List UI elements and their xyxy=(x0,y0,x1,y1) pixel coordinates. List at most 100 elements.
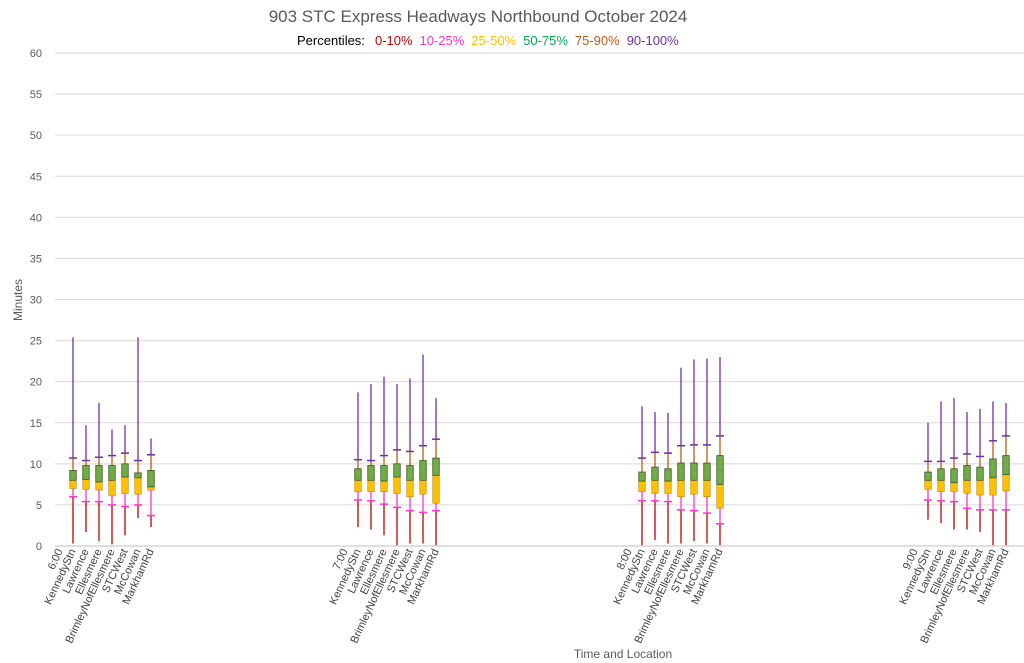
box-50-75 xyxy=(95,465,103,483)
legend-label: Percentiles: xyxy=(297,33,365,48)
box-7:00-KennedyStn xyxy=(354,392,362,528)
box-50-75 xyxy=(1002,455,1010,475)
legend-entry-10-25%: 10-25% xyxy=(420,33,465,48)
box-25-50 xyxy=(677,479,685,497)
box-8:00-STCWest xyxy=(690,359,698,542)
box-9:00-McCowan xyxy=(989,401,997,546)
box-6:00-Ellesmere xyxy=(95,403,103,542)
box-25-50 xyxy=(976,479,984,496)
box-50-75 xyxy=(703,462,711,481)
box-25-50 xyxy=(354,479,362,493)
box-50-75 xyxy=(651,466,659,481)
gridlines xyxy=(55,52,1024,547)
box-50-75 xyxy=(147,470,155,488)
box-25-50 xyxy=(69,479,77,489)
box-6:00-STCWest xyxy=(121,425,129,536)
box-25-50 xyxy=(419,479,427,495)
box-25-50 xyxy=(664,480,672,494)
y-tick-25: 25 xyxy=(30,336,42,348)
box-25-50 xyxy=(716,484,724,509)
y-tick-30: 30 xyxy=(30,295,42,307)
box-8:00-MarkhamRd xyxy=(716,357,724,546)
box-50-75 xyxy=(638,471,646,482)
y-tick-15: 15 xyxy=(30,418,42,430)
box-50-75 xyxy=(950,468,958,484)
box-50-75 xyxy=(354,468,362,481)
box-50-75 xyxy=(406,465,414,481)
box-9:00-BrimleyNofEllesmere xyxy=(963,412,971,530)
box-6:00-Lawrence xyxy=(82,425,90,533)
box-50-75 xyxy=(677,462,685,481)
box-50-75 xyxy=(108,465,116,481)
box-8:00-KennedyStn xyxy=(638,406,646,546)
box-8:00-Lawrence xyxy=(651,412,659,541)
box-25-50 xyxy=(380,480,388,493)
box-25-50 xyxy=(924,479,932,490)
box-9:00-STCWest xyxy=(976,408,984,533)
box-50-75 xyxy=(664,468,672,482)
box-25-50 xyxy=(690,479,698,495)
box-50-75 xyxy=(82,465,90,480)
box-7:00-Ellesmere xyxy=(380,376,388,536)
chart-title: 903 STC Express Headways Northbound Octo… xyxy=(269,7,688,26)
box-25-50 xyxy=(989,477,997,496)
box-8:00-Ellesmere xyxy=(664,412,672,544)
box-7:00-MarkhamRd xyxy=(432,398,440,546)
box-7:00-McCowan xyxy=(419,354,427,544)
box-plots xyxy=(69,337,1010,546)
box-8:00-McCowan xyxy=(703,358,711,544)
box-25-50 xyxy=(406,479,414,497)
legend-entry-90-100%: 90-100% xyxy=(627,33,679,48)
y-tick-10: 10 xyxy=(30,459,42,471)
box-50-75 xyxy=(393,463,401,478)
box-7:00-Lawrence xyxy=(367,384,375,530)
box-50-75 xyxy=(134,472,142,479)
box-8:00-BrimleyNofEllesmere xyxy=(677,367,685,544)
box-50-75 xyxy=(419,460,427,481)
box-50-75 xyxy=(989,458,997,479)
y-tick-45: 45 xyxy=(30,171,42,183)
box-50-75 xyxy=(937,468,945,481)
box-6:00-MarkhamRd xyxy=(147,438,155,528)
box-9:00-Ellesmere xyxy=(950,398,958,530)
legend-entry-50-75%: 50-75% xyxy=(523,33,568,48)
box-25-50 xyxy=(147,486,155,491)
box-50-75 xyxy=(121,463,129,478)
box-6:00-BrimleyNofEllesmere xyxy=(108,429,116,545)
y-tick-60: 60 xyxy=(30,48,42,60)
box-50-75 xyxy=(432,457,440,476)
box-25-50 xyxy=(937,479,945,493)
box-25-50 xyxy=(432,475,440,504)
box-50-75 xyxy=(976,466,984,481)
box-50-75 xyxy=(69,470,77,481)
box-9:00-MarkhamRd xyxy=(1002,403,1010,546)
box-25-50 xyxy=(651,479,659,494)
y-axis-ticks: 0 5 10 15 20 25 30 35 40 45 50 55 60 xyxy=(30,48,42,553)
legend-entry-0-10%: 0-10% xyxy=(375,33,413,48)
y-tick-0: 0 xyxy=(36,541,42,553)
y-tick-35: 35 xyxy=(30,253,42,265)
box-50-75 xyxy=(367,465,375,481)
box-6:00-KennedyStn xyxy=(69,337,77,544)
box-25-50 xyxy=(950,482,958,493)
y-tick-40: 40 xyxy=(30,212,42,224)
y-tick-50: 50 xyxy=(30,130,42,142)
box-7:00-BrimleyNofEllesmere xyxy=(393,384,401,546)
box-25-50 xyxy=(95,481,103,491)
box-25-50 xyxy=(108,479,116,497)
box-25-50 xyxy=(82,479,90,490)
x-axis-title: Time and Location xyxy=(574,647,672,661)
x-axis-labels: 6:00KennedyStnLawrenceEllesmereBrimleyNo… xyxy=(43,547,1012,645)
box-25-50 xyxy=(963,479,971,494)
box-6:00-McCowan xyxy=(134,337,142,519)
box-50-75 xyxy=(963,465,971,481)
box-25-50 xyxy=(121,476,129,494)
box-25-50 xyxy=(393,476,401,494)
box-25-50 xyxy=(638,480,646,493)
y-tick-20: 20 xyxy=(30,377,42,389)
box-25-50 xyxy=(1002,474,1010,492)
y-tick-55: 55 xyxy=(30,89,42,101)
box-25-50 xyxy=(134,477,142,495)
legend: Percentiles: 0-10% 10-25% 25-50% 50-75% 75-90… xyxy=(297,33,679,48)
